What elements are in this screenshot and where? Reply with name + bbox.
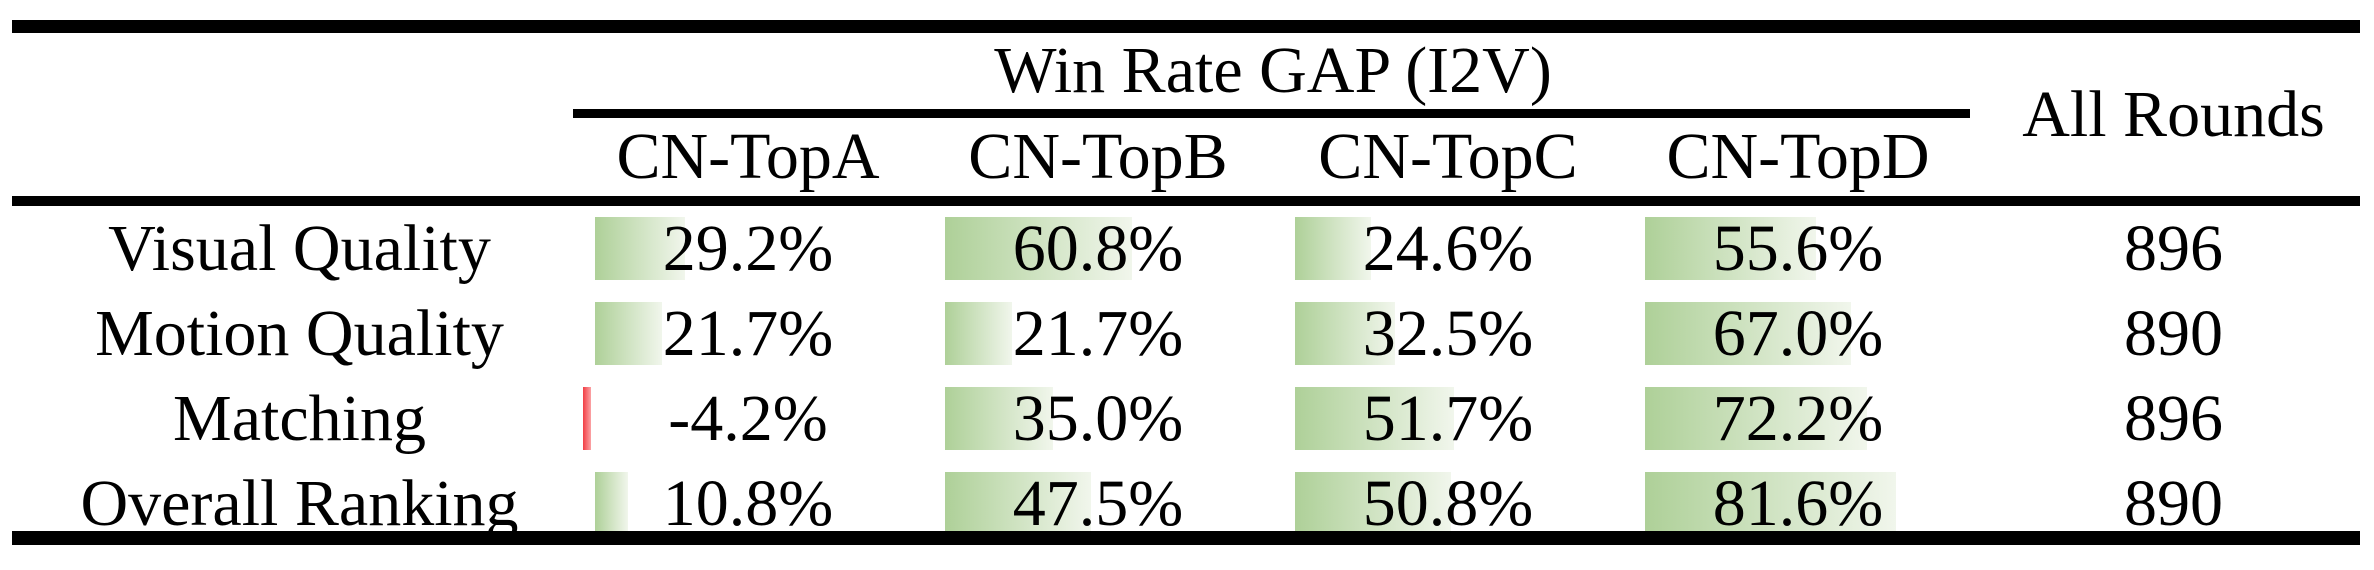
row-label: Motion Quality xyxy=(95,296,504,370)
winrate-value: 47.5% xyxy=(1012,466,1184,540)
winrate-cell: 35.0% xyxy=(923,376,1273,461)
table-rule-under-group-header xyxy=(573,109,1970,118)
winrate-cell: 47.5% xyxy=(923,461,1273,546)
data-bar xyxy=(595,302,662,365)
winrate-cell: 81.6% xyxy=(1623,461,1973,546)
winrate-cell: 55.6% xyxy=(1623,206,1973,291)
winrate-cell: 51.7% xyxy=(1273,376,1623,461)
column-header-cn-topd: CN-TopD xyxy=(1666,120,1930,193)
column-header-cn-topc: CN-TopC xyxy=(1318,120,1578,193)
winrate-value: 32.5% xyxy=(1362,296,1534,370)
data-bar xyxy=(1645,387,1868,450)
data-bar xyxy=(1645,217,1817,280)
table-body: Visual Quality 29.2% 60.8% 24.6% 55.6% 8… xyxy=(0,206,2374,546)
column-header-all-rounds: All Rounds xyxy=(2022,77,2325,151)
table-row-visual-quality: Visual Quality 29.2% 60.8% 24.6% 55.6% 8… xyxy=(0,206,2374,291)
winrate-value: 21.7% xyxy=(1012,296,1184,370)
table-rule-top xyxy=(12,20,2360,33)
data-bar xyxy=(1645,302,1852,365)
data-bar xyxy=(945,472,1092,535)
winrate-cell: 60.8% xyxy=(923,206,1273,291)
data-bar xyxy=(595,217,685,280)
data-bar xyxy=(945,302,1012,365)
data-bar xyxy=(1645,472,1897,535)
column-header-cn-topa: CN-TopA xyxy=(616,120,880,193)
data-bar xyxy=(1295,472,1452,535)
column-header-row: CN-TopA CN-TopB CN-TopC CN-TopD xyxy=(573,118,1973,196)
data-bar xyxy=(945,387,1053,450)
winrate-value: 55.6% xyxy=(1712,211,1884,285)
winrate-value: 72.2% xyxy=(1712,381,1884,455)
winrate-cell: -4.2% xyxy=(573,376,923,461)
group-header-win-rate-gap: Win Rate GAP (I2V) xyxy=(994,34,1552,107)
all-rounds-value: 890 xyxy=(2124,296,2223,370)
row-label: Overall Ranking xyxy=(80,466,519,540)
winrate-cell: 21.7% xyxy=(923,291,1273,376)
row-label: Visual Quality xyxy=(108,211,491,285)
winrate-value: 35.0% xyxy=(1012,381,1184,455)
winrate-value: 81.6% xyxy=(1712,466,1884,540)
table-rule-header-body-divider xyxy=(12,196,2360,206)
winrate-value: 51.7% xyxy=(1362,381,1534,455)
all-rounds-value: 896 xyxy=(2124,381,2223,455)
winrate-value: 24.6% xyxy=(1362,211,1534,285)
table-row-matching: Matching -4.2% 35.0% 51.7% 72.2% 896 xyxy=(0,376,2374,461)
data-bar-negative xyxy=(583,387,591,450)
winrate-value: 50.8% xyxy=(1362,466,1534,540)
table-row-overall-ranking: Overall Ranking 10.8% 47.5% 50.8% 81.6% … xyxy=(0,461,2374,546)
row-label: Matching xyxy=(173,381,426,455)
data-bar xyxy=(1295,217,1371,280)
winrate-value: 67.0% xyxy=(1712,296,1884,370)
column-header-cn-topb: CN-TopB xyxy=(968,120,1228,193)
winrate-value: 60.8% xyxy=(1012,211,1184,285)
winrate-cell: 21.7% xyxy=(573,291,923,376)
winrate-value: 10.8% xyxy=(662,466,834,540)
winrate-cell: 29.2% xyxy=(573,206,923,291)
winrate-cell: 10.8% xyxy=(573,461,923,546)
data-bar xyxy=(595,472,629,535)
winrate-cell: 32.5% xyxy=(1273,291,1623,376)
data-bar xyxy=(1295,387,1455,450)
data-bar xyxy=(1295,302,1396,365)
all-rounds-value: 890 xyxy=(2124,466,2223,540)
winrate-cell: 72.2% xyxy=(1623,376,1973,461)
table-row-motion-quality: Motion Quality 21.7% 21.7% 32.5% 67.0% 8… xyxy=(0,291,2374,376)
winrate-value: 21.7% xyxy=(662,296,834,370)
table-rule-bottom xyxy=(12,531,2360,545)
winrate-cell: 50.8% xyxy=(1273,461,1623,546)
all-rounds-value: 896 xyxy=(2124,211,2223,285)
data-bar xyxy=(945,217,1133,280)
winrate-value: 29.2% xyxy=(662,211,834,285)
winrate-value: -4.2% xyxy=(668,381,828,455)
winrate-cell: 67.0% xyxy=(1623,291,1973,376)
winrate-cell: 24.6% xyxy=(1273,206,1623,291)
